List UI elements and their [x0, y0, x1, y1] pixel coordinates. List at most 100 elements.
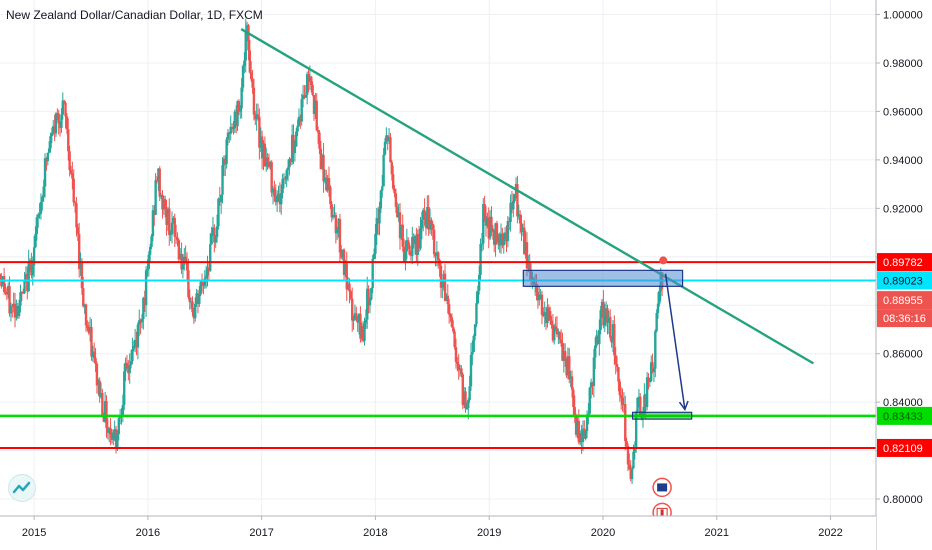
candle-body [367, 288, 370, 306]
candle-body [430, 219, 433, 224]
candle-body [602, 301, 605, 326]
candle-body [249, 72, 253, 80]
candle-body [409, 254, 413, 256]
candle-body [32, 247, 36, 266]
nz-flag-icon-fill [657, 483, 668, 492]
candle-body [196, 293, 200, 304]
candle-body [449, 314, 452, 318]
price-tag[interactable] [877, 253, 932, 272]
candle-body [41, 197, 44, 203]
candle-body [494, 223, 497, 245]
candle-body [607, 317, 611, 323]
candle-body [194, 303, 197, 319]
candle-body [296, 125, 299, 132]
candle-body [405, 240, 409, 252]
candle-body [370, 287, 373, 300]
candle-body [603, 314, 606, 326]
candle-body [353, 313, 357, 320]
candle-body [649, 362, 653, 381]
time-axis-panel[interactable] [0, 516, 876, 550]
candle-body [643, 394, 646, 414]
candle-body [457, 364, 460, 371]
candle-body [325, 177, 328, 191]
candle-body [413, 235, 417, 245]
candle-body [562, 351, 566, 361]
candle-body [573, 407, 576, 417]
candle-body [636, 397, 639, 412]
candle-body [64, 102, 67, 117]
candle-body [475, 303, 478, 325]
candle-body [553, 326, 556, 341]
candle-body [558, 332, 561, 340]
tradingview-logo-icon[interactable] [8, 474, 36, 502]
candle-body [423, 210, 426, 217]
candle-body [563, 351, 567, 360]
candle-body [428, 219, 432, 230]
candle-body [13, 303, 17, 318]
candle-body [606, 308, 609, 323]
candle-body [67, 129, 70, 152]
projection-arrow[interactable] [664, 273, 686, 410]
candle-body [486, 217, 489, 226]
candle-body [183, 256, 186, 265]
x-tick-label: 2021 [704, 527, 728, 539]
trendline[interactable] [240, 28, 815, 365]
y-tick-label: 0.92000 [883, 203, 923, 215]
candle-body [132, 346, 135, 350]
candle-body [245, 25, 249, 31]
candle-body [591, 382, 594, 387]
candle-body [361, 326, 365, 341]
signal-marker[interactable] [659, 256, 668, 265]
price-tag[interactable] [877, 406, 932, 425]
candle-body [263, 143, 267, 167]
candle-body [447, 304, 451, 315]
candle-body [412, 237, 415, 245]
candle-body [397, 212, 400, 218]
candle-body [471, 351, 474, 355]
candle-body [427, 206, 430, 230]
price-tag[interactable] [877, 291, 932, 310]
candle-body [518, 214, 522, 224]
candle-body [565, 359, 568, 376]
candle-body [301, 95, 305, 100]
candle-body [244, 30, 247, 61]
candle-body [584, 431, 587, 439]
candle-body [8, 286, 11, 314]
candle-body [551, 324, 555, 341]
x-tick-label: 2015 [22, 527, 46, 539]
candle-body [396, 206, 399, 218]
candle-body [68, 151, 71, 170]
resistance-zone-box[interactable] [522, 269, 684, 287]
candle-body [97, 380, 100, 386]
candle-body [50, 132, 54, 137]
candle-body [316, 130, 320, 133]
price-tag-label: 0.82109 [883, 443, 923, 455]
candle-body [47, 148, 51, 153]
price-tag[interactable] [877, 271, 932, 290]
candle-body [502, 239, 505, 246]
candle-body [34, 233, 37, 248]
candle-body [319, 148, 323, 170]
target-zone-box[interactable] [631, 411, 693, 420]
candle-body [366, 288, 369, 320]
candle-body [320, 154, 324, 170]
candle-body [333, 214, 336, 216]
price-tag[interactable] [877, 309, 932, 328]
candle-body [84, 304, 88, 326]
candle-body [435, 252, 439, 257]
candle-body [654, 331, 657, 369]
candle-body [330, 204, 333, 218]
candle-body [619, 395, 623, 398]
candle-body [278, 193, 282, 205]
candle-body [188, 297, 191, 303]
candle-body [331, 215, 335, 218]
price-tag[interactable] [877, 438, 932, 457]
candle-body [73, 202, 77, 204]
candle-body [572, 389, 575, 408]
candle-body [495, 223, 499, 243]
candle-body [501, 233, 504, 246]
candle-body [27, 261, 30, 292]
candle-body [184, 256, 187, 263]
